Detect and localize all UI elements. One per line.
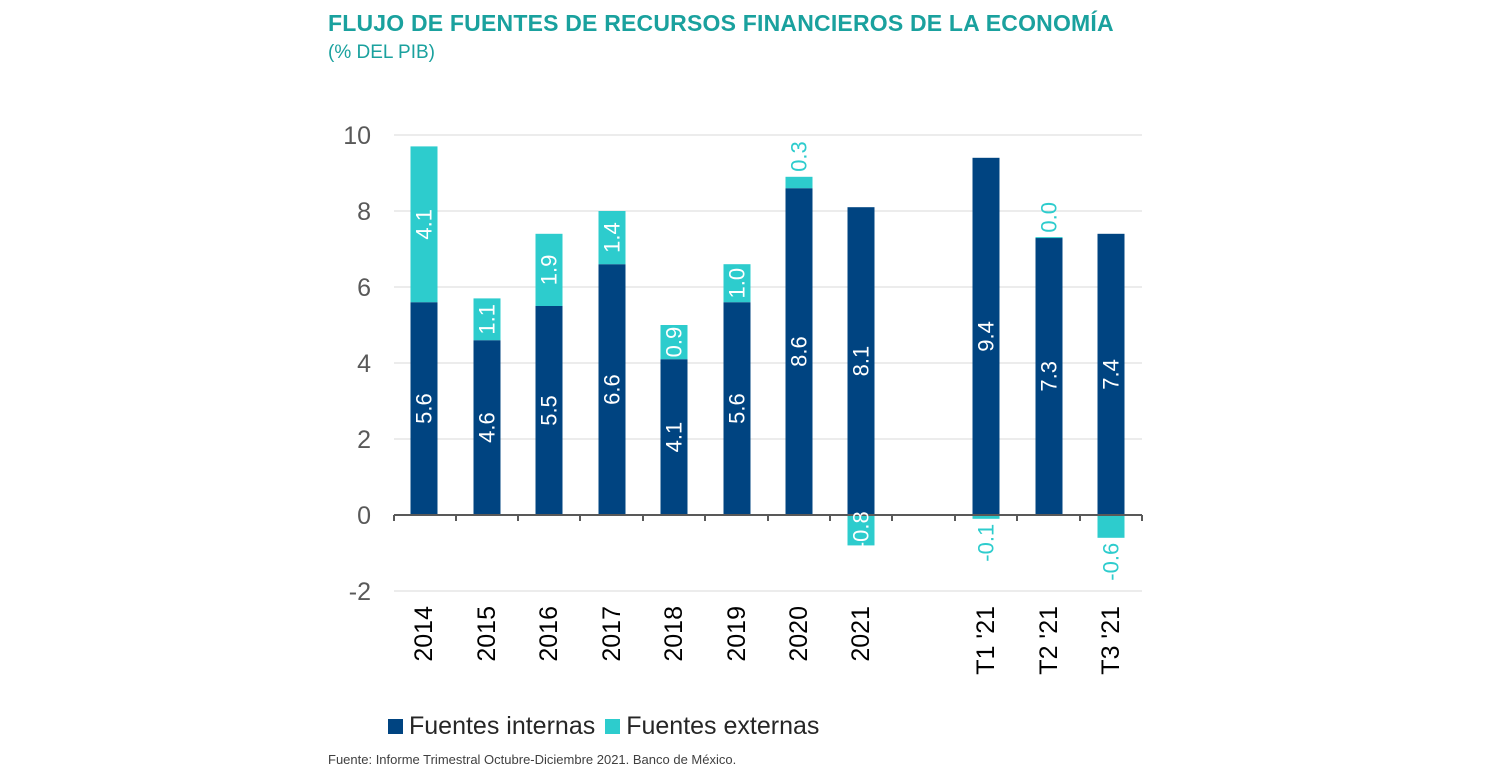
data-label-internas: 4.1 — [662, 422, 687, 453]
bar-fuentes-internas — [723, 302, 751, 515]
y-tick-label: -2 — [349, 578, 371, 606]
legend-label-internas: Fuentes internas — [409, 712, 596, 740]
bar-fuentes-externas — [1097, 515, 1125, 538]
bar-fuentes-internas — [473, 340, 501, 515]
bar-fuentes-internas — [1097, 233, 1125, 516]
data-label-externas: 0.3 — [787, 141, 812, 172]
data-label-externas: 1.9 — [537, 255, 562, 286]
y-tick-label: 6 — [357, 274, 371, 302]
x-category-label: 2020 — [785, 606, 813, 662]
legend-item-internas: Fuentes internas — [388, 712, 595, 741]
data-label-externas: -0.8 — [849, 511, 874, 549]
data-label-externas: 0.0 — [1037, 202, 1062, 233]
data-label-internas: 9.4 — [974, 321, 999, 352]
data-label-externas: 4.1 — [412, 209, 437, 240]
x-category-label: 2018 — [660, 606, 688, 662]
bar-fuentes-externas — [535, 233, 563, 306]
grid-layer — [394, 134, 1142, 592]
legend-label-externas: Fuentes externas — [626, 712, 820, 740]
y-tick-label: 0 — [357, 502, 371, 530]
bar-fuentes-externas — [660, 325, 688, 360]
axis-layer: -2 0 2 4 6 8 10 2014 2015 2016 2017 2018 2019 2020 202… — [343, 122, 1143, 675]
labels-layer: 5.6 4.1 4.6 1.1 5.5 1.9 6.6 1.4 4.1 0.9 5.6 1.0 8.6 0… — [412, 141, 1124, 581]
bar-fuentes-externas — [723, 264, 751, 303]
chart-title: FLUJO DE FUENTES DE RECURSOS FINANCIEROS… — [328, 10, 1114, 36]
x-category-label: T3 '21 — [1097, 606, 1125, 675]
y-tick-label: 10 — [343, 122, 371, 150]
x-category-label: T2 '21 — [1035, 606, 1063, 675]
bar-fuentes-internas — [410, 302, 438, 515]
bar-fuentes-externas — [598, 211, 626, 265]
chart-subtitle: (% DEL PIB) — [328, 42, 435, 63]
data-label-externas: 1.4 — [600, 222, 625, 253]
bars-layer — [410, 146, 1125, 546]
bar-fuentes-externas — [1035, 237, 1063, 239]
data-label-internas: 8.1 — [849, 346, 874, 377]
x-category-label: 2014 — [410, 606, 438, 662]
data-label-internas: 5.6 — [725, 393, 750, 424]
bar-fuentes-internas — [785, 188, 813, 515]
bar-fuentes-internas — [1035, 237, 1063, 515]
x-category-label: 2016 — [535, 606, 563, 662]
data-label-internas: 6.6 — [600, 374, 625, 405]
bar-fuentes-externas — [410, 146, 438, 303]
bar-fuentes-externas — [785, 176, 813, 189]
data-label-internas: 7.3 — [1037, 361, 1062, 392]
data-label-externas: -0.1 — [974, 524, 999, 562]
y-tick-label: 8 — [357, 198, 371, 226]
bar-fuentes-externas — [473, 298, 501, 341]
data-label-externas: 1.0 — [725, 268, 750, 299]
x-category-label: 2017 — [598, 606, 626, 662]
data-label-internas: 5.5 — [537, 395, 562, 426]
bar-fuentes-externas — [972, 515, 1000, 519]
data-label-internas: 4.6 — [475, 412, 500, 443]
data-label-externas: 0.9 — [662, 327, 687, 358]
legend: Fuentes internas Fuentes externas — [388, 712, 829, 741]
bar-fuentes-externas — [847, 515, 875, 546]
data-label-internas: 7.4 — [1099, 359, 1124, 390]
x-category-label: 2019 — [723, 606, 751, 662]
bar-fuentes-internas — [972, 157, 1000, 516]
legend-swatch-internas — [388, 719, 403, 734]
bar-fuentes-internas — [535, 306, 563, 515]
x-category-label: T1 '21 — [972, 606, 1000, 675]
bar-fuentes-internas — [660, 359, 688, 515]
y-tick-label: 4 — [357, 350, 371, 378]
legend-swatch-externas — [605, 719, 621, 734]
x-category-label: 2015 — [473, 606, 501, 662]
data-label-externas: -0.6 — [1099, 543, 1124, 581]
x-category-label: 2021 — [847, 606, 875, 662]
data-label-externas: 1.1 — [475, 304, 500, 335]
data-label-internas: 5.6 — [412, 393, 437, 424]
bar-fuentes-internas — [847, 207, 875, 515]
legend-item-externas: Fuentes externas — [605, 712, 819, 741]
data-label-internas: 8.6 — [787, 336, 812, 367]
bar-fuentes-internas — [598, 264, 626, 515]
y-tick-label: 2 — [357, 426, 371, 454]
source-note: Fuente: Informe Trimestral Octubre-Dicie… — [328, 752, 737, 767]
